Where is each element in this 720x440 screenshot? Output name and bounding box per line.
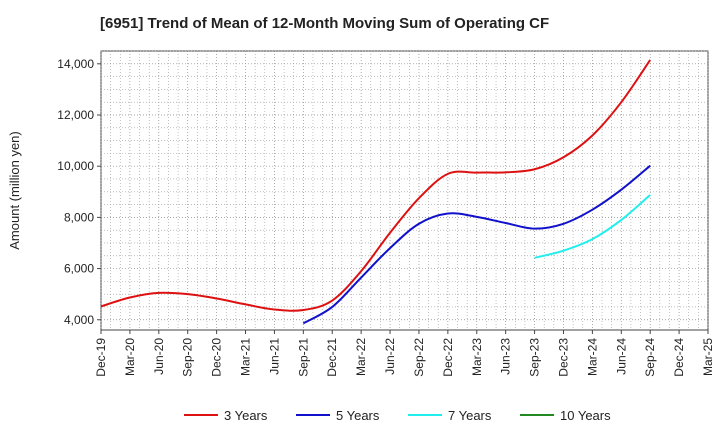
y-tick-label: 10,000 <box>57 159 94 173</box>
x-tick-label: Sep-22 <box>412 338 426 377</box>
x-tick-label: Mar-25 <box>701 338 715 376</box>
series-group <box>100 59 652 325</box>
legend-label: 10 Years <box>560 408 611 423</box>
x-tick-label: Mar-23 <box>470 338 484 376</box>
x-tick-label: Mar-21 <box>239 338 253 376</box>
x-tick-label: Sep-23 <box>528 338 542 377</box>
x-tick-label: Mar-20 <box>123 338 137 376</box>
x-tick-label: Jun-23 <box>499 338 513 375</box>
x-tick-label: Dec-23 <box>556 338 570 377</box>
y-axis-label: Amount (million yen) <box>7 131 22 250</box>
y-axis: 4,000 6,000 8,000 10,000 12,000 14,000 <box>57 57 101 327</box>
x-tick-label: Dec-19 <box>94 338 108 377</box>
x-tick-label: Sep-21 <box>296 338 310 377</box>
y-tick-label: 4,000 <box>64 313 94 327</box>
plot-area <box>100 50 709 331</box>
x-tick-label: Jun-21 <box>267 338 281 375</box>
y-tick-label: 6,000 <box>64 262 94 276</box>
y-tick-label: 12,000 <box>57 108 94 122</box>
x-tick-label: Jun-22 <box>383 338 397 375</box>
series-line-3-years <box>100 59 652 312</box>
y-tick-label: 14,000 <box>57 57 94 71</box>
chart-title: [6951] Trend of Mean of 12-Month Moving … <box>100 15 549 32</box>
series-line-7-years <box>534 194 651 259</box>
legend: 3 Years 5 Years 7 Years 10 Years <box>184 408 611 423</box>
x-tick-label: Dec-22 <box>441 338 455 377</box>
x-tick-label: Dec-21 <box>325 338 339 377</box>
x-tick-label: Dec-20 <box>210 338 224 377</box>
x-axis: Dec-19 Mar-20 Jun-20 Sep-20 Dec-20 Mar-21 Jun-… <box>94 330 715 377</box>
y-tick-label: 8,000 <box>64 210 94 224</box>
x-tick-label: Dec-24 <box>672 338 686 377</box>
x-tick-label: Sep-24 <box>643 338 657 377</box>
grid-lines <box>100 50 709 330</box>
x-tick-label: Jun-20 <box>152 338 166 375</box>
x-tick-label: Mar-22 <box>354 338 368 376</box>
legend-label: 7 Years <box>448 408 492 423</box>
legend-label: 5 Years <box>336 408 380 423</box>
x-tick-label: Mar-24 <box>585 338 599 376</box>
legend-label: 3 Years <box>224 408 268 423</box>
series-line-5-years <box>302 164 651 325</box>
x-tick-label: Sep-20 <box>181 338 195 377</box>
x-tick-label: Jun-24 <box>614 338 628 375</box>
